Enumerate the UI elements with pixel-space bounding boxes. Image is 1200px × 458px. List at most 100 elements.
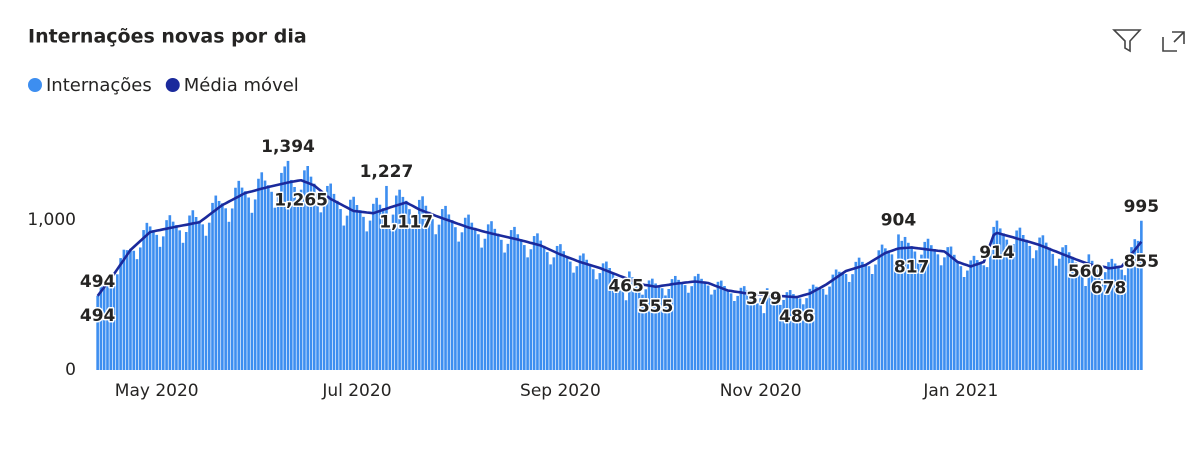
legend-label: Média móvel [184,75,299,96]
bar [1041,235,1045,370]
bar [870,274,874,370]
data-label: 555 [638,297,674,317]
bar [493,228,497,370]
bar [332,193,336,370]
bar [1103,272,1107,370]
moving-average-line [96,178,1143,299]
bar [266,185,270,370]
bar [352,196,355,370]
bar [572,272,575,370]
bar [861,261,864,370]
filter-icon[interactable] [1112,29,1142,53]
bar [1140,220,1143,370]
bar [673,275,677,370]
bar [519,239,523,370]
data-label: 1,117 [379,212,433,232]
legend-label: Internações [46,75,152,96]
data-label: 379 [746,289,782,309]
bar [1130,247,1133,370]
bar [224,208,227,370]
bar [552,257,556,370]
bar [903,236,907,370]
bar [1054,265,1058,370]
bar [391,214,395,370]
bar [706,285,710,370]
bar [1094,264,1097,370]
bar [460,232,464,370]
x-tick-label: Jan 2021 [922,381,998,401]
bar [549,264,552,370]
bar [112,285,116,370]
bar [437,224,441,370]
bar [943,257,946,370]
bar [916,262,920,370]
bar [992,226,995,370]
bar [608,268,611,370]
bar [795,296,799,370]
bar [434,234,438,370]
bar [1038,237,1041,370]
bar [349,199,352,370]
bar [893,263,897,370]
bar [1048,247,1051,370]
bar [230,208,234,370]
bar [421,196,424,370]
bar [217,200,221,370]
bar [270,191,273,370]
bar [145,222,149,370]
bar [303,170,306,370]
bar [207,222,211,370]
focus-mode-icon[interactable] [1162,31,1185,52]
bar [805,298,808,370]
data-label: 817 [894,257,930,277]
bar [296,203,300,370]
bar [142,230,145,370]
y-tick-label: 0 [65,360,76,380]
legend: Internações Média móvel [28,75,299,96]
bar [227,221,231,370]
legend-marker [28,78,42,92]
bar [289,179,293,370]
bar [710,294,713,370]
bar [1133,239,1137,370]
bar [677,279,680,370]
bar [798,298,802,370]
bar [99,284,103,370]
bar [312,183,316,370]
bar [526,257,529,370]
bar [601,263,605,370]
bar [752,296,756,370]
bar [746,290,749,370]
bar [365,231,369,370]
bar [562,251,566,370]
bar [847,281,851,370]
chart-title: Internações novas por dia [28,26,307,48]
bar [618,287,621,370]
bar [1012,244,1015,370]
bar [237,180,241,370]
bar [529,249,533,370]
bar [929,245,933,370]
bar [788,290,792,370]
bar [355,205,359,370]
bar [401,196,405,370]
bar [125,250,129,370]
bar [240,187,244,370]
bar [168,215,172,370]
bar [670,279,674,370]
bar [447,214,451,370]
bar [779,304,782,370]
bar [624,300,628,370]
bar [329,183,332,370]
legend-marker [165,78,180,92]
bar [211,202,214,370]
bar [874,264,877,370]
bar [440,209,444,370]
bar [1077,273,1081,370]
bar [516,234,520,370]
bar [1044,242,1048,370]
bar [962,277,966,370]
bar [959,266,963,370]
bar [214,195,218,370]
